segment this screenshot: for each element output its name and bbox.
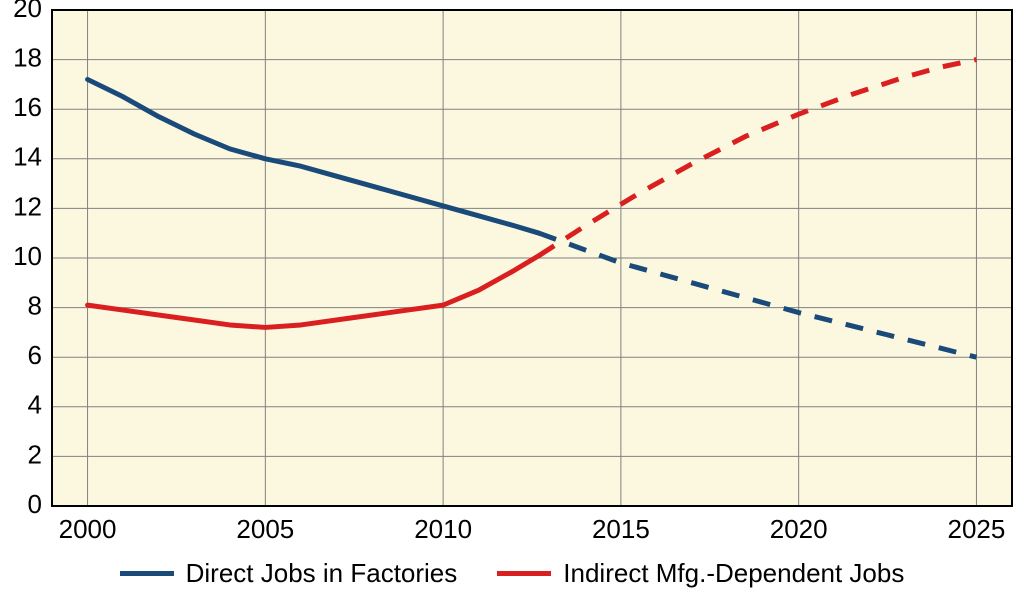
svg-text:14: 14 [13,142,42,172]
chart-svg: 0 2 4 6 8 10 12 14 16 18 20 2000 2005 2010 2015 2020 202… [0,0,1024,597]
svg-text:20: 20 [13,0,42,23]
svg-text:2025: 2025 [948,514,1006,544]
svg-text:8: 8 [28,290,42,320]
legend-item-direct: Direct Jobs in Factories [120,558,458,589]
legend-item-indirect: Indirect Mfg.-Dependent Jobs [497,558,904,589]
svg-text:12: 12 [13,191,42,221]
svg-text:2010: 2010 [414,514,472,544]
svg-text:4: 4 [28,390,42,420]
svg-text:6: 6 [28,340,42,370]
svg-text:2005: 2005 [236,514,294,544]
svg-text:16: 16 [13,92,42,122]
legend-swatch-indirect [497,571,551,576]
jobs-line-chart: 0 2 4 6 8 10 12 14 16 18 20 2000 2005 2010 2015 2020 202… [0,0,1024,597]
legend-swatch-direct [120,571,174,576]
svg-text:2000: 2000 [59,514,117,544]
svg-text:2015: 2015 [592,514,650,544]
legend: Direct Jobs in Factories Indirect Mfg.-D… [0,558,1024,589]
svg-text:0: 0 [28,489,42,519]
svg-text:18: 18 [13,42,42,72]
svg-text:2: 2 [28,439,42,469]
svg-text:10: 10 [13,241,42,271]
legend-label-indirect: Indirect Mfg.-Dependent Jobs [563,558,904,589]
svg-text:2020: 2020 [770,514,828,544]
legend-label-direct: Direct Jobs in Factories [186,558,458,589]
